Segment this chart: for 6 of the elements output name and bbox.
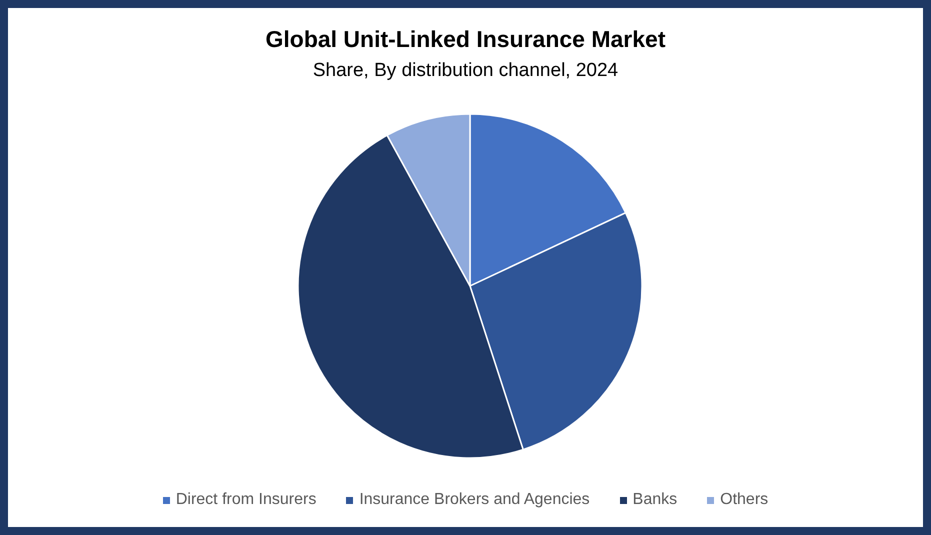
- legend-label: Banks: [632, 491, 678, 509]
- legend-label: Insurance Brokers and Agencies: [359, 491, 590, 509]
- chart-subtitle: Share, By distribution channel, 2024: [312, 60, 620, 82]
- legend-label: Direct from Insurers: [176, 491, 316, 509]
- legend-label: Others: [720, 491, 768, 509]
- chart-title: Global Unit-Linked Insurance Market: [264, 26, 667, 53]
